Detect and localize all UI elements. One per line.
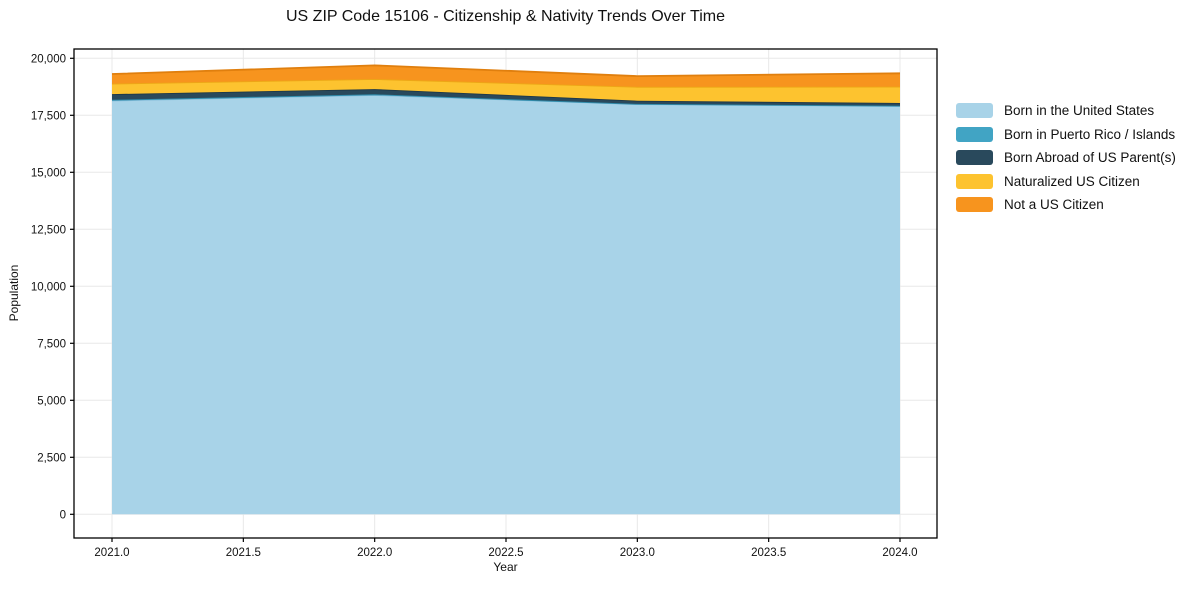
y-tick-label: 17,500 (31, 110, 66, 122)
legend-item: Born in Puerto Rico / Islands (956, 126, 1176, 142)
y-tick-label: 2,500 (37, 452, 66, 464)
y-tick-label: 20,000 (31, 53, 66, 65)
area-naturalized-us-citizen (112, 79, 900, 103)
legend: Born in the United States Born in Puerto … (956, 103, 1176, 221)
legend-swatch (956, 126, 993, 142)
area-born-in-the-united-states (112, 95, 900, 515)
legend-label: Not a US Citizen (1004, 197, 1104, 212)
y-tick-label: 0 (60, 509, 66, 521)
legend-swatch (956, 197, 993, 212)
x-tick-label: 2023.5 (751, 547, 786, 559)
legend-label: Born Abroad of US Parent(s) (1004, 150, 1176, 165)
x-tick-label: 2021.0 (94, 547, 129, 559)
legend-label: Born in the United States (1004, 103, 1155, 118)
legend-item: Born in the United States (956, 103, 1176, 118)
legend-swatch (956, 150, 993, 165)
legend-item: Born Abroad of US Parent(s) (956, 150, 1176, 165)
legend-item: Naturalized US Citizen (956, 173, 1176, 189)
y-tick-label: 15,000 (31, 167, 66, 179)
legend-label: Naturalized US Citizen (1004, 173, 1140, 189)
y-tick-label: 5,000 (37, 395, 66, 407)
x-axis-label: Year (493, 560, 518, 574)
x-tick-label: 2024.0 (882, 547, 917, 559)
legend-swatch (956, 103, 993, 118)
x-tick-label: 2021.5 (226, 547, 261, 559)
chart-title: US ZIP Code 15106 - Citizenship & Nativi… (286, 8, 725, 25)
x-tick-label: 2023.0 (620, 547, 655, 559)
legend-swatch (956, 173, 993, 189)
y-tick-label: 12,500 (31, 224, 66, 236)
x-tick-label: 2022.5 (488, 547, 523, 559)
area-not-a-us-citizen (112, 65, 900, 87)
y-axis-label: Population (7, 264, 21, 322)
legend-item: Not a US Citizen (956, 197, 1176, 212)
legend-label: Born in Puerto Rico / Islands (1004, 126, 1176, 142)
y-tick-label: 10,000 (31, 281, 66, 293)
area-edge-not-a-us-citizen (111, 64, 901, 78)
x-tick-label: 2022.0 (357, 547, 392, 559)
y-tick-label: 7,500 (37, 338, 66, 350)
